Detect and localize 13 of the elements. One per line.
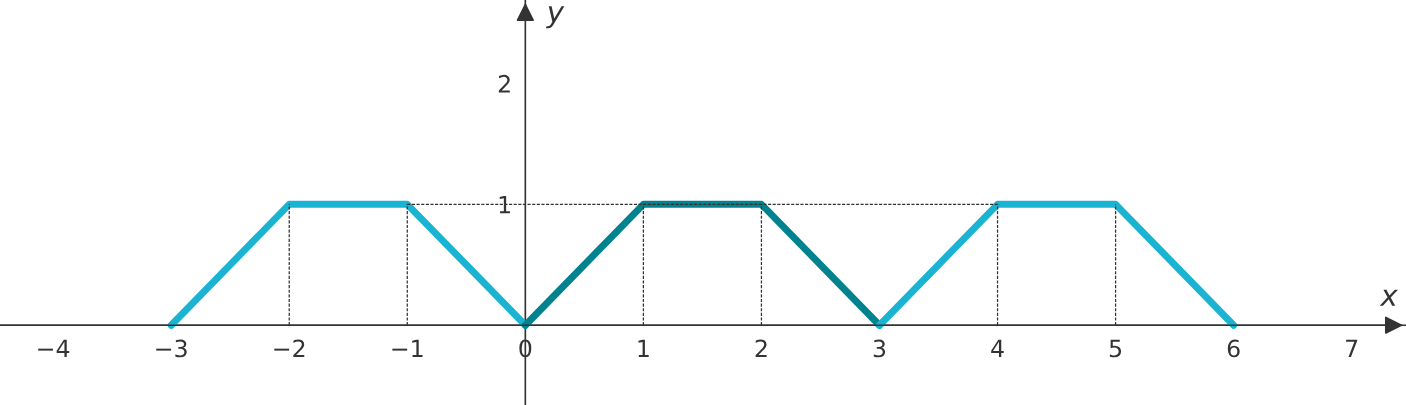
x-tick-label: 6 [1227, 339, 1240, 358]
x-tick-label: −3 [156, 339, 187, 358]
x-tick-label: 1 [638, 339, 649, 358]
x-tick-label: 2 [755, 339, 767, 358]
x-axis-title: x [1379, 289, 1398, 306]
y-axis-title: y [546, 6, 565, 29]
x-tick-label: 5 [1109, 339, 1122, 358]
x-tick-label: −4 [38, 339, 70, 358]
x-tick-label: 4 [991, 339, 1004, 358]
x-tick-label: 7 [1346, 339, 1358, 358]
x-tick-label: −2 [274, 339, 305, 358]
x-tick-label: −1 [392, 339, 423, 358]
x-tick-label: 3 [873, 339, 886, 358]
